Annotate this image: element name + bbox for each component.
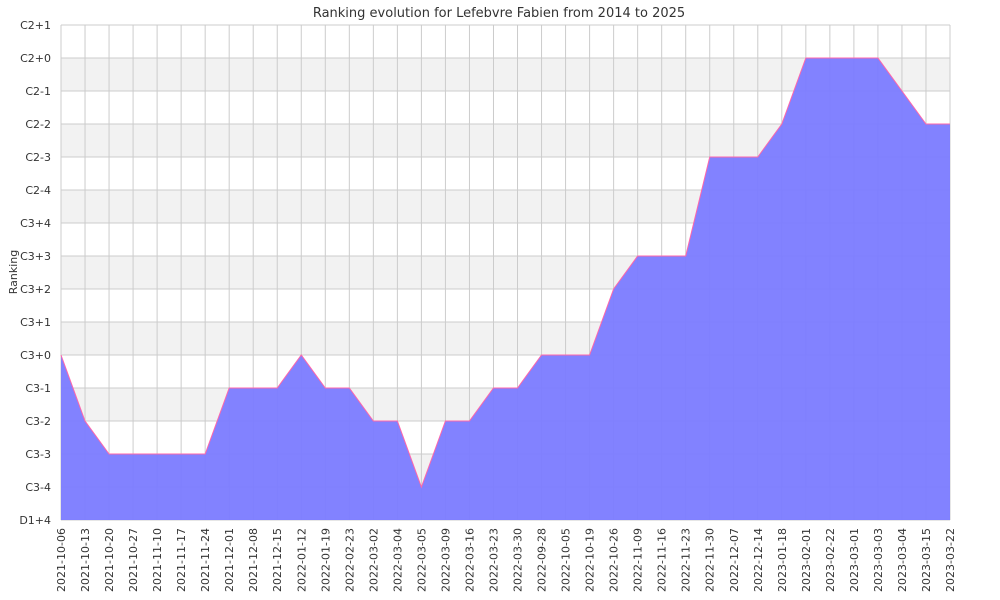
x-tick-label: 2022-10-19 bbox=[584, 528, 597, 592]
x-tick-label: 2021-10-06 bbox=[55, 528, 68, 592]
x-tick-label: 2022-09-28 bbox=[536, 528, 549, 592]
y-tick-label: C3-2 bbox=[25, 415, 51, 428]
x-tick-label: 2023-03-04 bbox=[896, 528, 909, 592]
x-tick-label: 2022-02-23 bbox=[343, 528, 356, 592]
x-tick-label: 2022-03-02 bbox=[367, 528, 380, 592]
x-tick-label: 2021-11-24 bbox=[199, 528, 212, 592]
x-tick-label: 2022-03-30 bbox=[512, 528, 525, 592]
x-tick-label: 2022-10-05 bbox=[560, 528, 573, 592]
x-tick-label: 2023-02-01 bbox=[800, 528, 813, 592]
x-tick-label: 2021-10-27 bbox=[127, 528, 140, 592]
x-tick-label: 2022-11-09 bbox=[632, 528, 645, 592]
x-tick-label: 2023-01-18 bbox=[776, 528, 789, 592]
area-fill bbox=[61, 58, 950, 520]
x-tick-label: 2022-03-09 bbox=[439, 528, 452, 592]
y-tick-label: C3-4 bbox=[25, 481, 51, 494]
x-tick-label: 2023-02-22 bbox=[824, 528, 837, 592]
x-tick-label: 2022-03-16 bbox=[463, 528, 476, 592]
y-tick-label: C3+1 bbox=[20, 316, 51, 329]
x-tick-label: 2022-11-23 bbox=[680, 528, 693, 592]
y-tick-label: C2-4 bbox=[25, 184, 51, 197]
x-tick-label: 2022-12-14 bbox=[752, 528, 765, 592]
y-tick-label: C3+3 bbox=[20, 250, 51, 263]
x-tick-label: 2022-10-26 bbox=[608, 528, 621, 592]
series-line bbox=[60, 57, 950, 489]
x-tick-label: 2021-10-20 bbox=[103, 528, 116, 592]
x-tick-label: 2021-11-17 bbox=[175, 528, 188, 592]
x-tick-label: 2022-03-05 bbox=[415, 528, 428, 592]
x-tick-label: 2023-03-22 bbox=[944, 528, 957, 592]
chart-title: Ranking evolution for Lefebvre Fabien fr… bbox=[313, 6, 685, 21]
x-tick-label: 2021-11-10 bbox=[151, 528, 164, 592]
y-tick-label: C3+2 bbox=[20, 283, 51, 296]
y-tick-label: C3-3 bbox=[25, 448, 51, 461]
y-tick-label: C2-2 bbox=[25, 118, 51, 131]
x-tick-label: 2021-12-01 bbox=[223, 528, 236, 592]
y-tick-label: C3+0 bbox=[20, 349, 51, 362]
x-axis-ticks: 2021-10-06 2021-10-13 2021-10-20 2021-10-27… bbox=[55, 528, 957, 592]
y-tick-label: C2+1 bbox=[20, 19, 51, 32]
x-tick-label: 2022-11-30 bbox=[704, 528, 717, 592]
x-tick-label: 2022-01-19 bbox=[319, 528, 332, 592]
series-area bbox=[60, 57, 950, 520]
x-tick-label: 2023-03-01 bbox=[848, 528, 861, 592]
x-tick-label: 2021-10-13 bbox=[79, 528, 92, 592]
x-tick-label: 2021-12-08 bbox=[247, 528, 260, 592]
x-tick-label: 2022-01-12 bbox=[295, 528, 308, 592]
y-tick-label: C2-3 bbox=[25, 151, 51, 164]
y-axis-ticks: D1+4 C3-4 C3-3 C3-2 C3-1 C3+0 C3+1 C3+2 C3+3 C3+4… bbox=[19, 19, 51, 527]
y-axis-label: Ranking bbox=[7, 250, 20, 295]
x-tick-label: 2023-03-15 bbox=[920, 528, 933, 592]
x-tick-label: 2022-03-23 bbox=[487, 528, 500, 592]
x-tick-label: 2023-03-03 bbox=[872, 528, 885, 592]
y-tick-label: C3+4 bbox=[20, 217, 51, 230]
y-tick-label: D1+4 bbox=[19, 514, 51, 527]
x-tick-label: 2021-12-15 bbox=[271, 528, 284, 592]
y-tick-label: C2+0 bbox=[20, 52, 51, 65]
x-tick-label: 2022-11-16 bbox=[656, 528, 669, 592]
x-tick-label: 2022-03-04 bbox=[391, 528, 404, 592]
y-tick-label: C3-1 bbox=[25, 382, 51, 395]
x-tick-label: 2022-12-07 bbox=[728, 528, 741, 592]
y-tick-label: C2-1 bbox=[25, 85, 51, 98]
